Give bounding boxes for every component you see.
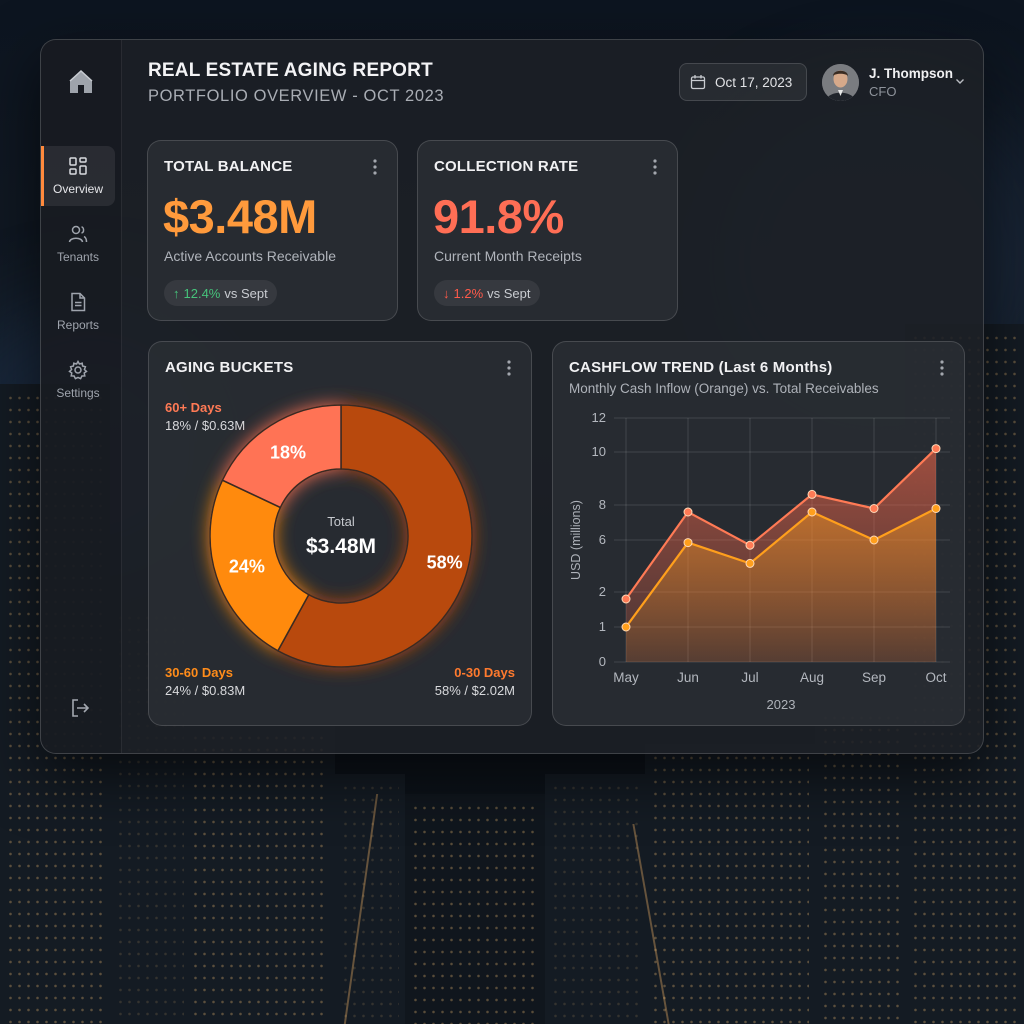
x-tick-label: Jun [677,670,699,685]
legend-label: 0-30 Days [454,665,515,680]
change-value: 1.2% [453,285,484,301]
gear-icon [68,360,88,380]
document-icon [71,292,86,312]
collection-rate-card: COLLECTION RATE 91.8% Current Month Rece… [417,140,678,321]
legend-label: 60+ Days [165,400,222,415]
series-line-0 [625,447,937,600]
data-point[interactable] [745,558,755,568]
sidebar-item-tenants[interactable]: Tenants [41,214,115,274]
legend-label: 30-60 Days [165,665,233,680]
user-name: J. Thompson [869,66,953,81]
series-line-1 [625,507,937,628]
donut-slice-label: 18% [270,442,306,462]
date-picker[interactable]: Oct 17, 2023 [679,63,807,101]
sidebar-item-overview[interactable]: Overview [41,146,115,206]
x-tick-label: Aug [800,670,824,685]
aging-buckets-card: AGING BUCKETS 60+ Days 18% / $0.63M 30-6… [148,341,532,726]
chart-subtitle: Monthly Cash Inflow (Orange) vs. Total R… [569,381,879,396]
home-icon[interactable] [67,68,95,96]
sidebar-item-settings[interactable]: Settings [41,350,115,410]
donut-slice-60-days[interactable] [221,404,342,509]
change-text: vs Sept [487,285,531,301]
data-point[interactable] [683,507,693,517]
logout-icon[interactable] [69,697,91,719]
avatar[interactable] [822,64,859,101]
kpi-value: $3.48M [163,190,317,243]
data-point[interactable] [745,540,755,550]
arrow-down-icon: ↓ [443,285,450,301]
donut-center-label: Total [327,514,355,529]
card-title: AGING BUCKETS [165,359,294,376]
y-tick-label: 2 [599,584,606,599]
card-title: TOTAL BALANCE [164,158,293,175]
x-tick-label: May [613,670,639,685]
data-point[interactable] [931,504,941,513]
calendar-icon [690,75,706,90]
users-icon [68,225,88,243]
sidebar-item-label: Tenants [56,250,100,264]
data-point[interactable] [869,504,879,513]
more-options-icon[interactable] [373,159,377,175]
data-point[interactable] [807,507,817,517]
data-point[interactable] [869,535,879,545]
more-options-icon[interactable] [653,159,657,175]
y-tick-label: 6 [599,532,606,547]
y-tick-label: 12 [592,410,606,425]
series-area-1 [626,508,936,662]
cashflow-trend-card: CASHFLOW TREND (Last 6 Months) Monthly C… [552,341,965,726]
date-label: Oct 17, 2023 [715,74,793,90]
x-axis-label: 2023 [767,697,796,712]
legend-30-60: 30-60 Days 24% / $0.83M [165,664,245,700]
kpi-subtitle: Current Month Receipts [434,248,582,264]
x-tick-label: Oct [925,670,946,685]
legend-0-30: 0-30 Days 58% / $2.02M [435,664,515,700]
change-value: 12.4% [183,285,221,301]
legend-value: 58% / $2.02M [434,683,515,698]
sidebar-item-reports[interactable]: Reports [41,282,115,342]
data-point[interactable] [931,444,941,454]
card-title: COLLECTION RATE [434,158,579,175]
y-tick-label: 10 [592,444,606,459]
page-subtitle: PORTFOLIO OVERVIEW - OCT 2023 [148,87,445,105]
change-badge: ↑ 12.4% vs Sept [164,280,277,306]
kpi-value: 91.8% [433,190,564,243]
sidebar: Overview Tenants Reports Settings [41,40,122,753]
data-point[interactable] [807,489,817,499]
dashboard-panel: Overview Tenants Reports Settings [40,39,984,754]
sidebar-item-label: Overview [52,182,103,196]
aging-donut-chart: 58% 24% 18% Total $3.48M [209,404,473,668]
x-tick-label: Jul [741,670,758,685]
change-text: vs Sept [224,285,268,301]
sidebar-item-label: Reports [56,318,100,332]
donut-slice-label: 24% [229,557,265,577]
x-tick-label: Sep [862,670,886,685]
donut-center-value: $3.48M [306,535,376,558]
donut-slice-label: 58% [427,553,463,573]
user-role: CFO [869,84,897,99]
chevron-down-icon[interactable] [955,76,965,86]
data-point[interactable] [621,622,631,632]
page-title: REAL ESTATE AGING REPORT [148,60,433,81]
change-badge: ↓ 1.2% vs Sept [434,280,540,306]
legend-value: 24% / $0.83M [165,683,246,698]
y-tick-label: 8 [599,497,606,512]
data-point[interactable] [683,538,693,548]
grid-icon [69,157,87,175]
arrow-up-icon: ↑ [173,285,180,301]
y-axis-label: USD (millions) [569,500,583,580]
sidebar-item-label: Settings [56,386,100,400]
legend-value: 18% / $0.63M [165,418,246,433]
kpi-subtitle: Active Accounts Receivable [164,248,336,264]
legend-60-plus: 60+ Days 18% / $0.63M [165,399,245,435]
donut-slice-0-30-days[interactable] [276,404,473,668]
y-tick-label: 1 [599,619,606,634]
more-options-icon[interactable] [507,360,511,376]
total-balance-card: TOTAL BALANCE $3.48M Active Accounts Rec… [147,140,398,321]
card-title: CASHFLOW TREND (Last 6 Months) [569,359,833,376]
more-options-icon[interactable] [940,360,944,376]
data-point[interactable] [621,594,631,604]
donut-slice-30-60-days[interactable] [209,479,310,652]
y-tick-label: 0 [599,654,606,669]
